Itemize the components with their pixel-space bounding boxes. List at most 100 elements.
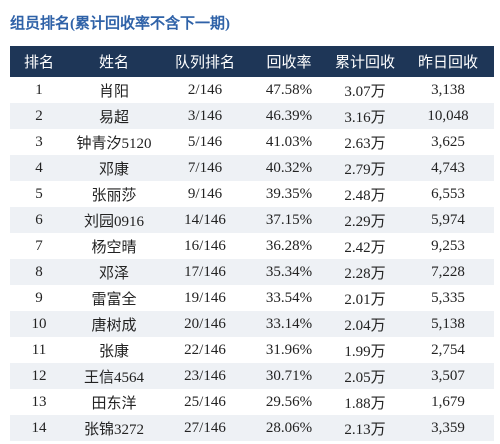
table-cell: 16/146	[160, 233, 250, 259]
table-row: 8 邓泽 17/146 35.34% 2.28万 7,228	[10, 259, 494, 285]
table-cell: 2.01万	[328, 285, 402, 311]
table-cell: 35.34%	[250, 259, 328, 285]
table-cell: 7	[10, 233, 68, 259]
table-cell: 张康	[68, 337, 160, 363]
header-row: 排名 姓名 队列排名 回收率 累计回收 昨日回收	[10, 46, 494, 77]
table-cell: 28.06%	[250, 415, 328, 441]
table-cell: 1.88万	[328, 389, 402, 415]
table-cell: 3,359	[402, 415, 494, 441]
header-cell: 昨日回收	[402, 46, 494, 77]
ranking-table: 排名 姓名 队列排名 回收率 累计回收 昨日回收 1 肖阳 2/146 47.58% 3.07万 3…	[10, 46, 494, 441]
table-cell: 46.39%	[250, 103, 328, 129]
table-cell: 37.15%	[250, 207, 328, 233]
table-cell: 1	[10, 77, 68, 103]
table-cell: 10,048	[402, 103, 494, 129]
table-cell: 2.28万	[328, 259, 402, 285]
table-cell: 9	[10, 285, 68, 311]
table-cell: 5,974	[402, 207, 494, 233]
table-body: 1 肖阳 2/146 47.58% 3.07万 3,138 2 易超 3/146 46.39% 3.…	[10, 77, 494, 441]
table-cell: 9,253	[402, 233, 494, 259]
table-cell: 2.63万	[328, 129, 402, 155]
table-cell: 2.79万	[328, 155, 402, 181]
table-cell: 肖阳	[68, 77, 160, 103]
table-cell: 2,754	[402, 337, 494, 363]
table-cell: 6,553	[402, 181, 494, 207]
header-cell: 排名	[10, 46, 68, 77]
table-cell: 2.05万	[328, 363, 402, 389]
table-cell: 14	[10, 415, 68, 441]
table-row: 13 田东洋 25/146 29.56% 1.88万 1,679	[10, 389, 494, 415]
table-row: 4 邓康 7/146 40.32% 2.79万 4,743	[10, 155, 494, 181]
table-row: 14 张锦3272 27/146 28.06% 2.13万 3,359	[10, 415, 494, 441]
table-cell: 14/146	[160, 207, 250, 233]
table-cell: 2.42万	[328, 233, 402, 259]
table-row: 12 王信4564 23/146 30.71% 2.05万 3,507	[10, 363, 494, 389]
table-cell: 2	[10, 103, 68, 129]
table-cell: 33.54%	[250, 285, 328, 311]
table-row: 3 钟青汐5120 5/146 41.03% 2.63万 3,625	[10, 129, 494, 155]
table-cell: 25/146	[160, 389, 250, 415]
table-row: 11 张康 22/146 31.96% 1.99万 2,754	[10, 337, 494, 363]
table-row: 7 杨空晴 16/146 36.28% 2.42万 9,253	[10, 233, 494, 259]
table-cell: 29.56%	[250, 389, 328, 415]
table-cell: 11	[10, 337, 68, 363]
table-cell: 12	[10, 363, 68, 389]
table-cell: 3/146	[160, 103, 250, 129]
table-cell: 雷富全	[68, 285, 160, 311]
table-cell: 5,138	[402, 311, 494, 337]
table-cell: 2.29万	[328, 207, 402, 233]
table-cell: 5/146	[160, 129, 250, 155]
table-cell: 1,679	[402, 389, 494, 415]
table-cell: 3	[10, 129, 68, 155]
table-cell: 47.58%	[250, 77, 328, 103]
table-cell: 2.04万	[328, 311, 402, 337]
table-cell: 2.48万	[328, 181, 402, 207]
table-cell: 1.99万	[328, 337, 402, 363]
table-row: 9 雷富全 19/146 33.54% 2.01万 5,335	[10, 285, 494, 311]
table-cell: 5	[10, 181, 68, 207]
table-cell: 33.14%	[250, 311, 328, 337]
table-cell: 张锦3272	[68, 415, 160, 441]
table-cell: 张丽莎	[68, 181, 160, 207]
table-cell: 13	[10, 389, 68, 415]
table-cell: 36.28%	[250, 233, 328, 259]
table-cell: 10	[10, 311, 68, 337]
table-cell: 唐树成	[68, 311, 160, 337]
table-row: 5 张丽莎 9/146 39.35% 2.48万 6,553	[10, 181, 494, 207]
table-cell: 3,507	[402, 363, 494, 389]
table-row: 1 肖阳 2/146 47.58% 3.07万 3,138	[10, 77, 494, 103]
table-cell: 7/146	[160, 155, 250, 181]
table-cell: 30.71%	[250, 363, 328, 389]
header-cell: 队列排名	[160, 46, 250, 77]
table-cell: 2.13万	[328, 415, 402, 441]
table-cell: 5,335	[402, 285, 494, 311]
table-cell: 4,743	[402, 155, 494, 181]
table-cell: 钟青汐5120	[68, 129, 160, 155]
table-cell: 邓康	[68, 155, 160, 181]
table-cell: 田东洋	[68, 389, 160, 415]
table-cell: 6	[10, 207, 68, 233]
table-cell: 3.16万	[328, 103, 402, 129]
table-cell: 杨空晴	[68, 233, 160, 259]
table-cell: 易超	[68, 103, 160, 129]
table-header: 排名 姓名 队列排名 回收率 累计回收 昨日回收	[10, 46, 494, 77]
table-cell: 17/146	[160, 259, 250, 285]
table-cell: 19/146	[160, 285, 250, 311]
table-cell: 31.96%	[250, 337, 328, 363]
table-cell: 20/146	[160, 311, 250, 337]
table-cell: 8	[10, 259, 68, 285]
table-cell: 27/146	[160, 415, 250, 441]
table-cell: 22/146	[160, 337, 250, 363]
table-cell: 王信4564	[68, 363, 160, 389]
table-cell: 刘园0916	[68, 207, 160, 233]
header-cell: 姓名	[68, 46, 160, 77]
header-cell: 累计回收	[328, 46, 402, 77]
title: 组员排名(累计回收率不含下一期)	[10, 16, 230, 32]
table-cell: 3,625	[402, 129, 494, 155]
table-cell: 4	[10, 155, 68, 181]
table-cell: 3.07万	[328, 77, 402, 103]
table-cell: 23/146	[160, 363, 250, 389]
table-cell: 39.35%	[250, 181, 328, 207]
table-cell: 3,138	[402, 77, 494, 103]
